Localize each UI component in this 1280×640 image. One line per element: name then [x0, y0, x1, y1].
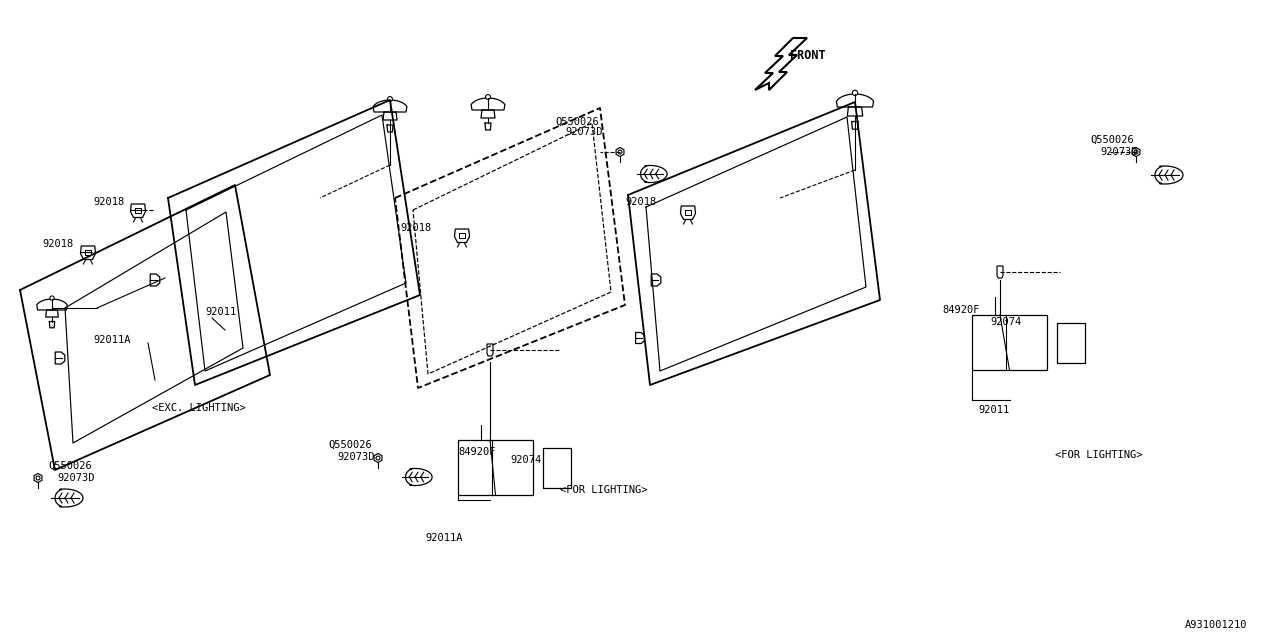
Polygon shape [755, 38, 806, 90]
Text: <FOR LIGHTING>: <FOR LIGHTING> [561, 485, 648, 495]
Circle shape [50, 296, 54, 300]
Circle shape [376, 456, 380, 460]
Polygon shape [486, 344, 493, 356]
Text: 92073D: 92073D [58, 473, 95, 483]
Text: 92011: 92011 [205, 307, 237, 317]
Text: 92074: 92074 [509, 455, 541, 465]
Polygon shape [406, 468, 433, 486]
Text: <EXC. LIGHTING>: <EXC. LIGHTING> [152, 403, 246, 413]
Text: 84920F: 84920F [942, 305, 979, 315]
Polygon shape [836, 94, 874, 107]
Polygon shape [55, 489, 83, 507]
Text: 92011: 92011 [978, 405, 1009, 415]
Text: <FOR LIGHTING>: <FOR LIGHTING> [1055, 450, 1143, 460]
Polygon shape [81, 246, 96, 259]
Text: 92073D: 92073D [1100, 147, 1138, 157]
Polygon shape [471, 98, 504, 110]
Text: 92073D: 92073D [337, 452, 375, 462]
Text: 92011A: 92011A [93, 335, 131, 345]
Text: Q550026: Q550026 [556, 117, 599, 127]
Text: 92073D: 92073D [564, 127, 603, 137]
Polygon shape [681, 206, 695, 220]
Text: 92018: 92018 [93, 197, 124, 207]
Text: Q550026: Q550026 [49, 461, 92, 471]
Circle shape [618, 150, 622, 154]
Polygon shape [374, 454, 381, 463]
Text: A931001210: A931001210 [1185, 620, 1248, 630]
Polygon shape [640, 166, 667, 182]
Polygon shape [1155, 166, 1183, 184]
Text: 92018: 92018 [625, 197, 657, 207]
Circle shape [36, 476, 40, 480]
Polygon shape [131, 204, 146, 218]
Polygon shape [1132, 147, 1140, 157]
Polygon shape [150, 274, 160, 286]
Polygon shape [372, 100, 407, 112]
Polygon shape [652, 274, 660, 286]
Circle shape [852, 90, 858, 95]
Text: 92018: 92018 [42, 239, 73, 249]
Polygon shape [37, 299, 68, 310]
Text: Q550026: Q550026 [1091, 135, 1134, 145]
Text: 92018: 92018 [401, 223, 431, 233]
Text: 92074: 92074 [989, 317, 1021, 327]
Polygon shape [636, 333, 644, 344]
Polygon shape [454, 229, 470, 243]
Text: 92011A: 92011A [425, 533, 462, 543]
Text: 84920F: 84920F [458, 447, 495, 457]
Circle shape [485, 95, 490, 99]
Polygon shape [55, 352, 65, 364]
Circle shape [388, 97, 393, 101]
Polygon shape [35, 474, 42, 483]
Polygon shape [616, 147, 623, 157]
Polygon shape [997, 266, 1004, 278]
Text: Q550026: Q550026 [328, 440, 371, 450]
Text: FRONT: FRONT [790, 49, 826, 61]
Circle shape [1134, 150, 1138, 154]
